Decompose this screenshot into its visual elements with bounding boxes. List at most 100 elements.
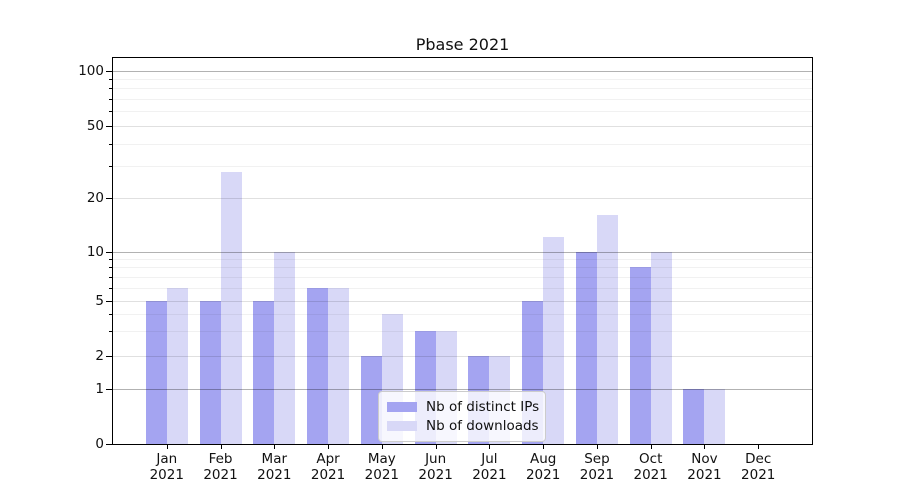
y-tick-label-2: 2 [95, 347, 104, 364]
x-tick-jun [435, 445, 437, 449]
y-tick-label-100: 100 [78, 62, 104, 79]
bar-distinct-ips-sep [575, 251, 597, 444]
x-tick-label-jan: Jan 2021 [149, 451, 184, 483]
x-tick-jul [489, 445, 491, 449]
axis-spine-left [112, 57, 113, 445]
gridline-20 [113, 198, 812, 199]
x-tick-aug [543, 445, 545, 449]
x-tick-label-sep: Sep 2021 [579, 451, 615, 483]
gridline-10 [113, 251, 812, 253]
y-minor-tick-80 [109, 88, 112, 90]
bar-distinct-ips-jan [145, 301, 167, 444]
y-tick-label-50: 50 [86, 118, 104, 134]
gridline-minor-30 [113, 166, 812, 168]
y-minor-tick-6 [109, 287, 112, 289]
y-tick-5 [106, 301, 112, 302]
bar-downloads-oct [650, 251, 672, 444]
gridline-minor-4 [113, 314, 812, 316]
x-tick-dec [758, 445, 760, 449]
x-tick-jan [166, 445, 168, 449]
bar-downloads-jan [166, 287, 188, 444]
y-tick-10 [106, 251, 112, 253]
bar-downloads-mar [274, 251, 296, 444]
gridline-minor-3 [113, 331, 812, 333]
y-minor-tick-40 [109, 143, 112, 145]
bar-downloads-sep [596, 215, 618, 444]
x-tick-oct [650, 445, 652, 449]
x-tick-label-feb: Feb 2021 [203, 451, 238, 483]
y-tick-label-5: 5 [95, 293, 104, 309]
y-tick-label-1: 1 [95, 381, 104, 397]
y-minor-tick-9 [109, 259, 112, 261]
bar-downloads-nov [704, 389, 726, 444]
gridline-5 [113, 301, 812, 302]
legend-label-distinct-ips: Nb of distinct IPs [426, 398, 540, 415]
x-tick-label-nov: Nov 2021 [687, 451, 722, 483]
y-tick-100 [106, 70, 112, 72]
x-tick-label-dec: Dec 2021 [741, 451, 776, 483]
x-tick-sep [596, 445, 598, 449]
y-minor-tick-30 [109, 166, 112, 168]
axis-spine-right [812, 57, 813, 445]
y-minor-tick-60 [109, 111, 112, 113]
x-tick-label-mar: Mar 2021 [257, 451, 292, 483]
x-tick-label-jun: Jun 2021 [418, 451, 453, 483]
gridline-minor-8 [113, 267, 812, 269]
chart-title: Pbase 2021 [415, 35, 510, 54]
x-tick-label-apr: Apr 2021 [310, 451, 346, 483]
legend-item: Nb of downloads [387, 416, 539, 435]
gridline-minor-9 [113, 259, 812, 261]
x-tick-may [381, 445, 383, 449]
gridline-50 [113, 126, 812, 127]
x-tick-nov [704, 445, 706, 449]
y-tick-1 [106, 389, 112, 390]
gridline-1 [113, 389, 812, 390]
x-tick-label-oct: Oct 2021 [633, 451, 668, 483]
bar-downloads-aug [543, 237, 565, 444]
x-tick-mar [274, 445, 276, 449]
y-minor-tick-8 [109, 267, 112, 269]
bar-distinct-ips-may [360, 355, 382, 444]
y-tick-label-20: 20 [86, 190, 104, 206]
gridline-minor-40 [113, 143, 812, 145]
x-tick-feb [220, 445, 222, 449]
gridline-2 [113, 355, 812, 357]
y-minor-tick-70 [109, 99, 112, 101]
gridline-minor-7 [113, 276, 812, 278]
y-minor-tick-3 [109, 331, 112, 333]
legend-label-downloads: Nb of downloads [426, 417, 539, 434]
bar-downloads-feb [220, 171, 242, 444]
bar-downloads-apr [328, 287, 350, 444]
legend-item: Nb of distinct IPs [387, 397, 540, 416]
axis-spine-bottom [112, 444, 813, 445]
gridline-minor-70 [113, 99, 812, 101]
legend-swatch-distinct-ips [387, 401, 417, 412]
y-tick-20 [106, 198, 112, 199]
y-minor-tick-7 [109, 276, 112, 278]
bar-distinct-ips-oct [629, 267, 651, 444]
x-tick-label-jul: Jul 2021 [472, 451, 507, 483]
x-tick-label-may: May 2021 [364, 451, 400, 483]
legend: Nb of distinct IPs Nb of downloads [378, 391, 546, 442]
bar-distinct-ips-apr [307, 287, 329, 444]
gridline-minor-6 [113, 287, 812, 289]
y-tick-label-0: 0 [95, 436, 104, 452]
bar-distinct-ips-feb [199, 301, 221, 444]
gridline-minor-80 [113, 88, 812, 90]
gridline-minor-60 [113, 111, 812, 113]
bar-distinct-ips-nov [683, 389, 705, 444]
x-tick-label-aug: Aug 2021 [525, 451, 561, 483]
legend-swatch-downloads [387, 420, 417, 431]
axis-spine-top [112, 57, 813, 58]
y-minor-tick-90 [109, 78, 112, 80]
y-tick-2 [106, 355, 112, 357]
y-tick-0 [106, 444, 112, 445]
x-tick-apr [328, 445, 330, 449]
gridline-minor-90 [113, 78, 812, 80]
gridline-100 [113, 70, 812, 72]
y-tick-50 [106, 126, 112, 127]
y-tick-label-10: 10 [86, 243, 104, 260]
y-minor-tick-4 [109, 314, 112, 316]
bar-distinct-ips-mar [253, 301, 275, 444]
